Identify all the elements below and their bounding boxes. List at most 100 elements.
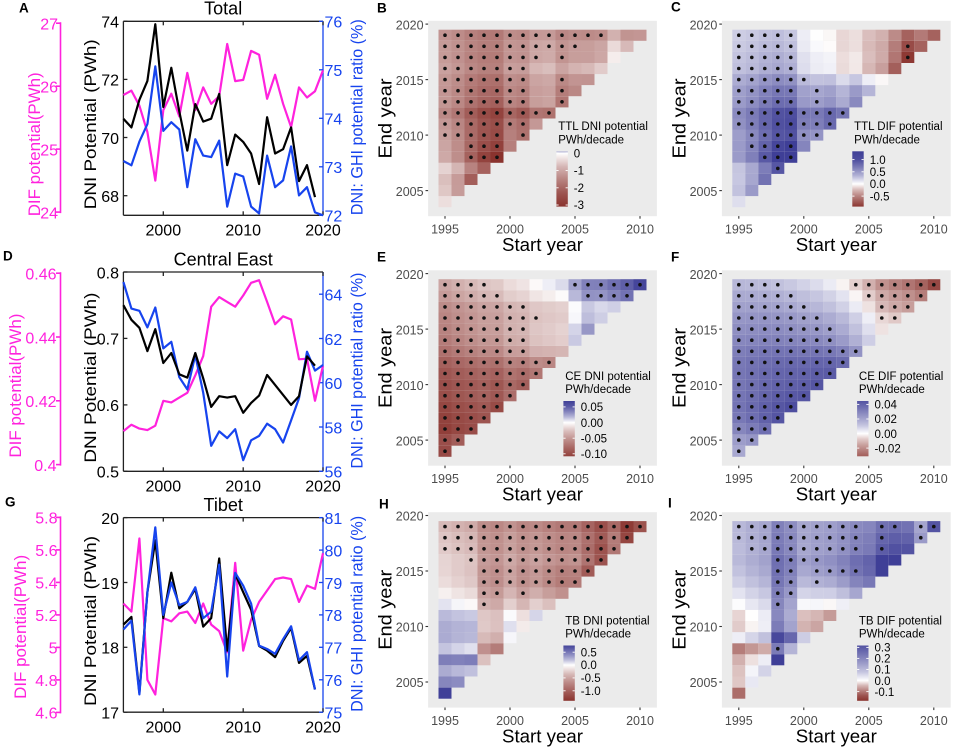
svg-text:2000: 2000	[496, 714, 524, 728]
svg-text:-0.02: -0.02	[875, 443, 901, 455]
svg-text:DNI Potential (PWh): DNI Potential (PWh)	[81, 293, 100, 463]
svg-text:H: H	[379, 497, 389, 512]
svg-text:-0.5: -0.5	[870, 191, 890, 203]
svg-text:20: 20	[101, 511, 119, 528]
svg-text:25: 25	[40, 142, 58, 159]
svg-text:74: 74	[101, 15, 119, 32]
svg-text:2000: 2000	[146, 223, 182, 240]
svg-text:2015: 2015	[690, 565, 718, 579]
svg-text:2020: 2020	[396, 268, 424, 282]
svg-text:0.46: 0.46	[25, 267, 56, 284]
svg-text:5.4: 5.4	[35, 576, 57, 593]
svg-text:2005: 2005	[855, 472, 883, 486]
svg-text:0.5: 0.5	[870, 167, 886, 179]
svg-text:2005: 2005	[690, 434, 718, 448]
svg-text:-0.10: -0.10	[581, 449, 607, 461]
svg-text:2010: 2010	[920, 472, 948, 486]
svg-text:PWh/decade: PWh/decade	[565, 629, 631, 641]
svg-text:0.1: 0.1	[875, 665, 891, 677]
svg-text:2015: 2015	[396, 74, 424, 88]
svg-text:2010: 2010	[626, 223, 654, 237]
svg-text:1995: 1995	[431, 472, 459, 486]
svg-text:0.0: 0.0	[870, 179, 886, 191]
svg-text:2010: 2010	[690, 129, 718, 143]
svg-text:77: 77	[325, 641, 343, 658]
svg-text:0.8: 0.8	[97, 265, 119, 282]
svg-text:2010: 2010	[225, 479, 261, 496]
svg-text:-1.0: -1.0	[581, 686, 601, 698]
svg-text:Start year: Start year	[796, 726, 877, 747]
svg-text:PWh/decade: PWh/decade	[565, 384, 631, 396]
svg-text:End year: End year	[668, 79, 689, 159]
svg-text:Central East: Central East	[174, 250, 273, 270]
svg-text:0.3: 0.3	[875, 643, 891, 655]
svg-text:2015: 2015	[690, 74, 718, 88]
svg-text:1995: 1995	[431, 714, 459, 728]
svg-text:2010: 2010	[225, 223, 261, 240]
svg-text:80: 80	[325, 543, 343, 560]
svg-text:76: 76	[325, 15, 343, 32]
svg-text:17: 17	[101, 706, 119, 723]
svg-text:A: A	[19, 1, 29, 16]
svg-text:TB DIF potential: TB DIF potential	[859, 615, 942, 627]
svg-text:4.8: 4.8	[35, 673, 57, 690]
svg-text:2020: 2020	[396, 510, 424, 524]
svg-text:79: 79	[325, 576, 343, 593]
svg-text:24: 24	[40, 205, 58, 222]
svg-text:2010: 2010	[626, 714, 654, 728]
svg-text:0.04: 0.04	[875, 400, 898, 412]
svg-text:81: 81	[325, 511, 343, 528]
svg-text:78: 78	[325, 608, 343, 625]
svg-text:1995: 1995	[725, 472, 753, 486]
svg-text:70: 70	[101, 131, 119, 148]
svg-text:-0.1: -0.1	[875, 687, 895, 699]
svg-text:End year: End year	[375, 79, 396, 159]
svg-text:4.6: 4.6	[35, 706, 57, 723]
svg-text:D: D	[3, 249, 13, 264]
svg-text:1.0: 1.0	[870, 155, 886, 167]
svg-text:0.0: 0.0	[875, 676, 891, 688]
svg-text:DNI Potential (PWh): DNI Potential (PWh)	[81, 39, 100, 209]
svg-text:End year: End year	[375, 328, 396, 408]
svg-text:2000: 2000	[790, 714, 818, 728]
svg-text:5.8: 5.8	[35, 511, 57, 528]
svg-text:2010: 2010	[920, 223, 948, 237]
svg-text:Start year: Start year	[796, 484, 877, 505]
svg-text:2005: 2005	[396, 434, 424, 448]
svg-text:End year: End year	[668, 570, 689, 650]
svg-text:2020: 2020	[396, 18, 424, 32]
svg-text:2005: 2005	[396, 185, 424, 199]
svg-text:75: 75	[325, 63, 343, 80]
svg-text:-2: -2	[574, 183, 584, 195]
svg-text:F: F	[671, 250, 679, 265]
svg-text:DIF potential(PWh): DIF potential(PWh)	[25, 72, 44, 216]
svg-text:2010: 2010	[396, 621, 424, 635]
svg-text:PWh/decade: PWh/decade	[859, 629, 925, 641]
svg-text:2010: 2010	[920, 714, 948, 728]
svg-text:-3: -3	[574, 200, 584, 212]
svg-text:I: I	[668, 496, 672, 511]
svg-text:G: G	[5, 495, 16, 510]
svg-text:PWh/decade: PWh/decade	[854, 134, 920, 146]
svg-text:72: 72	[101, 73, 119, 90]
svg-text:68: 68	[101, 189, 119, 206]
svg-text:0.0: 0.0	[581, 660, 597, 672]
svg-text:62: 62	[325, 332, 343, 349]
svg-text:0.4: 0.4	[34, 458, 56, 475]
svg-text:2000: 2000	[790, 223, 818, 237]
svg-text:5.6: 5.6	[35, 543, 57, 560]
svg-text:58: 58	[325, 420, 343, 437]
svg-text:CE DIF potential: CE DIF potential	[859, 371, 943, 383]
svg-text:2020: 2020	[305, 720, 341, 737]
svg-text:2000: 2000	[496, 472, 524, 486]
svg-text:19: 19	[101, 576, 119, 593]
svg-text:1995: 1995	[725, 223, 753, 237]
svg-text:2010: 2010	[225, 720, 261, 737]
svg-text:2015: 2015	[690, 323, 718, 337]
svg-text:End year: End year	[668, 328, 689, 408]
svg-text:DIF potential(PWh): DIF potential(PWh)	[6, 314, 25, 458]
svg-text:5: 5	[49, 641, 58, 658]
svg-text:27: 27	[40, 17, 58, 34]
svg-text:-0.5: -0.5	[581, 673, 601, 685]
svg-text:B: B	[377, 1, 387, 16]
